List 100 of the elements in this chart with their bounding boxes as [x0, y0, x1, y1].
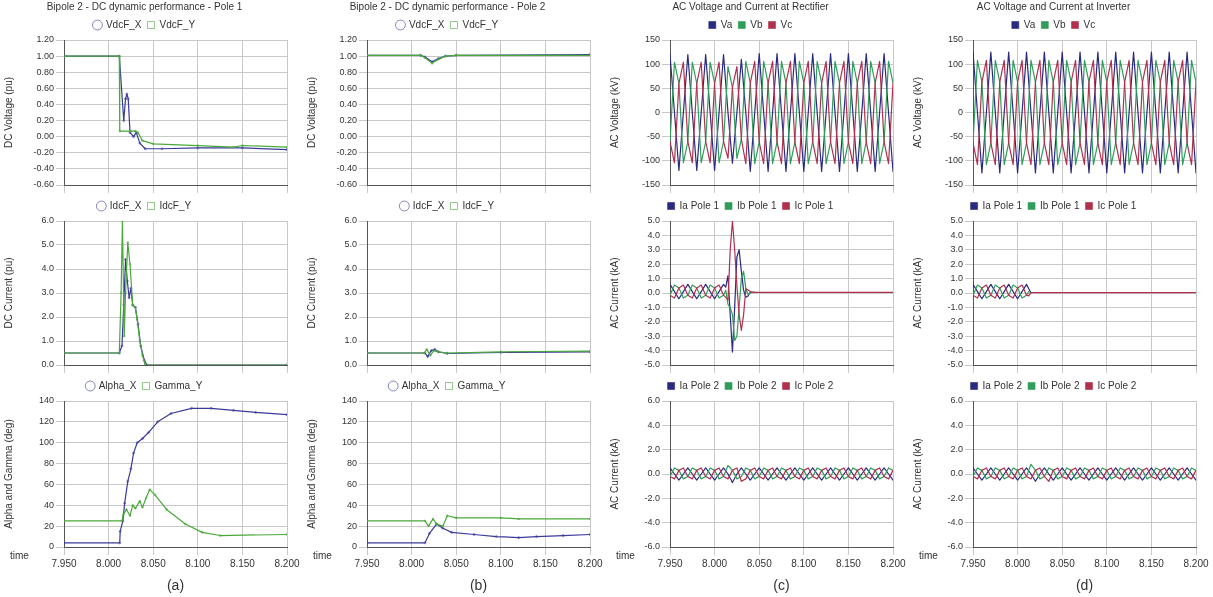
y-axis-title: Alpha and Gamma (deg) [305, 419, 317, 529]
chart-title: AC Voltage and Current at Inverter [976, 0, 1131, 12]
legend-label: VdcF_X [408, 18, 445, 30]
x-axis-title: time [313, 549, 333, 561]
x-tick-label: 8.100 [488, 557, 514, 569]
legend-label: Ib Pole 2 [737, 379, 777, 391]
y-tick-label: 0 [957, 106, 963, 117]
y-tick-label: 0.20 [36, 115, 54, 126]
legend-label: Gamma_Y [457, 379, 506, 391]
legend-label: Va [1023, 18, 1036, 30]
y-tick-label: 1.0 [647, 273, 660, 284]
x-axis-title: time [10, 549, 30, 561]
y-tick-label: 0.80 [339, 66, 357, 77]
legend-label: Vb [1053, 18, 1066, 30]
y-tick-label: -6.0 [644, 541, 660, 552]
y-axis-title: DC Voltage (pu) [2, 76, 14, 149]
y-tick-label: 140 [38, 395, 54, 406]
y-tick-label: 6.0 [647, 395, 660, 406]
legend-label: Alpha_X [401, 379, 440, 391]
text: (c) [773, 576, 790, 593]
legend-label: IdcF_Y [159, 199, 192, 211]
y-tick-label: 0.0 [950, 287, 963, 298]
y-tick-label: 1.20 [339, 34, 357, 45]
y-tick-label: -150 [641, 179, 660, 190]
y-tick-label: -4.0 [947, 517, 963, 528]
y-axis-title: DC Current (pu) [305, 257, 317, 329]
y-axis-title: AC Current (kA) [608, 438, 620, 510]
x-tick-label: 8.200 [1183, 557, 1209, 569]
x-tick-label: 8.000 [702, 557, 728, 569]
x-tick-label: 8.000 [96, 557, 122, 569]
y-tick-label: 0.0 [344, 359, 357, 370]
y-tick-label: -50 [949, 131, 963, 142]
y-tick-label: 6.0 [344, 215, 357, 226]
y-tick-label: -100 [944, 155, 963, 166]
text: (a) [166, 576, 185, 593]
text: (d) [1075, 576, 1094, 593]
x-axis-title: time [616, 549, 636, 561]
y-tick-label: 0.60 [339, 82, 357, 93]
legend-label: VdcF_Y [159, 18, 196, 30]
y-tick-label: -0.20 [336, 147, 357, 158]
y-tick-label: 0.0 [41, 359, 54, 370]
y-tick-label: 50 [952, 82, 963, 93]
y-tick-label: 4.0 [950, 229, 963, 240]
y-tick-label: 0.80 [36, 66, 54, 77]
y-tick-label: -0.60 [336, 179, 357, 190]
y-tick-label: -100 [641, 155, 660, 166]
x-tick-label: 8.000 [1005, 557, 1031, 569]
x-tick-label: 8.050 [1049, 557, 1076, 569]
x-tick-label: 8.200 [880, 557, 906, 569]
y-tick-label: 0.00 [339, 131, 357, 142]
legend-label: Alpha_X [98, 379, 137, 391]
y-tick-label: 3.0 [950, 244, 963, 255]
y-tick-label: 3.0 [647, 244, 660, 255]
y-axis-title: AC Current (kA) [608, 257, 620, 329]
y-tick-label: 4.0 [344, 263, 357, 274]
legend-label: Vc [1083, 18, 1096, 30]
y-tick-label: -0.40 [33, 163, 54, 174]
legend-label: Ib Pole 1 [1040, 199, 1080, 211]
y-tick-label: 0.0 [647, 468, 660, 479]
x-tick-label: 8.100 [1094, 557, 1120, 569]
y-tick-label: -4.0 [644, 345, 660, 356]
legend-label: Ic Pole 1 [1097, 199, 1137, 211]
y-tick-label: 2.0 [647, 258, 660, 269]
legend-label: Ic Pole 1 [794, 199, 834, 211]
y-tick-label: 40 [346, 499, 357, 510]
y-tick-label: 1.00 [339, 50, 357, 61]
y-tick-label: -50 [646, 131, 660, 142]
legend-label: Ic Pole 2 [1097, 379, 1137, 391]
y-tick-label: 1.0 [41, 335, 54, 346]
y-tick-label: 0 [654, 106, 660, 117]
y-tick-label: 150 [644, 34, 660, 45]
y-tick-label: -3.0 [644, 330, 660, 341]
x-tick-label: 8.050 [746, 557, 773, 569]
y-tick-label: 0 [48, 541, 54, 552]
legend-label: Vb [750, 18, 763, 30]
x-tick-label: 8.200 [274, 557, 300, 569]
y-tick-label: 1.0 [344, 335, 357, 346]
y-tick-label: 150 [947, 34, 963, 45]
y-tick-label: 0.40 [36, 98, 54, 109]
y-tick-label: 1.0 [950, 273, 963, 284]
y-axis-title: AC Voltage (kV) [608, 76, 620, 149]
legend-label: IdcF_X [109, 199, 142, 211]
y-tick-label: 2.0 [344, 311, 357, 322]
legend-label: VdcF_X [105, 18, 142, 30]
y-tick-label: -2.0 [947, 492, 963, 503]
y-tick-label: -5.0 [947, 359, 963, 370]
y-tick-label: 4.0 [41, 263, 54, 274]
legend-label: Ib Pole 1 [737, 199, 777, 211]
y-tick-label: 100 [38, 437, 54, 448]
y-tick-label: 60 [43, 478, 54, 489]
y-tick-label: 3.0 [41, 287, 54, 298]
x-tick-label: 8.100 [791, 557, 817, 569]
legend-label: Ic Pole 2 [794, 379, 834, 391]
y-axis-title: AC Current (kA) [911, 257, 923, 329]
y-tick-label: 0.0 [950, 468, 963, 479]
y-tick-label: -0.60 [33, 179, 54, 190]
chart-title: Bipole 2 - DC dynamic performance - Pole 1 [46, 0, 243, 12]
legend-label: Ia Pole 2 [982, 379, 1023, 391]
chart-title: Bipole 2 - DC dynamic performance - Pole 2 [349, 0, 546, 12]
y-tick-label: -1.0 [947, 301, 963, 312]
